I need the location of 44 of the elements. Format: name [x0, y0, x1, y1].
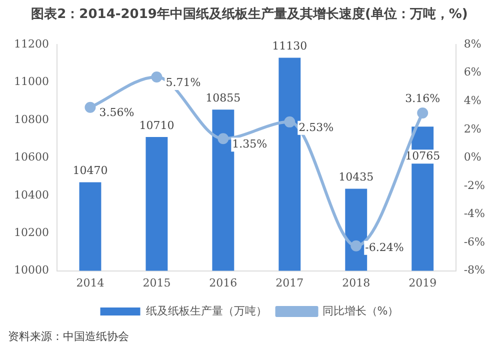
data-label: 10470: [72, 164, 108, 178]
y2-tick-label: 8%: [464, 37, 482, 50]
data-label: 1.35%: [232, 137, 268, 150]
y-tick-label: 10800: [14, 112, 49, 126]
legend-label: 同比增长（%）: [322, 304, 399, 318]
text: 资料来源：中国造纸协会: [8, 329, 130, 345]
data-label: 3.16%: [405, 92, 440, 105]
data-label: -6.24%: [365, 240, 404, 254]
point: [417, 108, 428, 119]
y-tick-label: 11000: [14, 75, 49, 88]
x-tick-label: 2017: [276, 276, 304, 290]
y-tick-label: 10400: [14, 188, 49, 202]
point: [151, 71, 162, 82]
x-tick-label: 2019: [408, 276, 437, 290]
x-tick-label: 2014: [76, 276, 104, 290]
y2-tick-label: -6%: [464, 235, 486, 248]
chart-title: 图表2：2014-2019年中国纸及纸板生产量及其增长速度(单位：万吨，%): [30, 6, 469, 24]
data-label: 5.71%: [166, 76, 201, 89]
data-label: 10710: [139, 118, 174, 132]
y-tick-label: 10600: [14, 150, 49, 164]
y-tick-label: 10000: [14, 264, 49, 277]
x-tick-label: 2018: [342, 276, 370, 290]
point: [218, 133, 229, 144]
point: [84, 102, 96, 113]
data-label: 3.56%: [99, 106, 134, 120]
y-tick-label: 10200: [14, 226, 49, 239]
data-label: 10855: [206, 91, 241, 104]
x-tick-label: 2016: [209, 276, 238, 290]
y2-tick-label: 6%: [464, 66, 482, 79]
data-label: 2.53%: [298, 120, 334, 134]
x-tick-label: 2015: [142, 276, 171, 290]
y2-tick-label: -2%: [464, 178, 486, 192]
y2-tick-label: 4%: [464, 94, 482, 108]
y2-tick-label: -8%: [464, 264, 486, 277]
y2-tick-label: -4%: [464, 207, 486, 220]
data-label: 10765: [405, 149, 440, 162]
data-label: 11130: [272, 40, 308, 53]
point: [284, 116, 296, 128]
point: [350, 240, 362, 252]
data-label: 10435: [338, 170, 374, 184]
y-tick-label: 11200: [14, 37, 49, 50]
legend-label: 纸及纸板生产量（万吨）: [146, 304, 267, 318]
y2-tick-label: 2%: [464, 122, 482, 136]
y2-tick-label: 0%: [464, 150, 482, 164]
